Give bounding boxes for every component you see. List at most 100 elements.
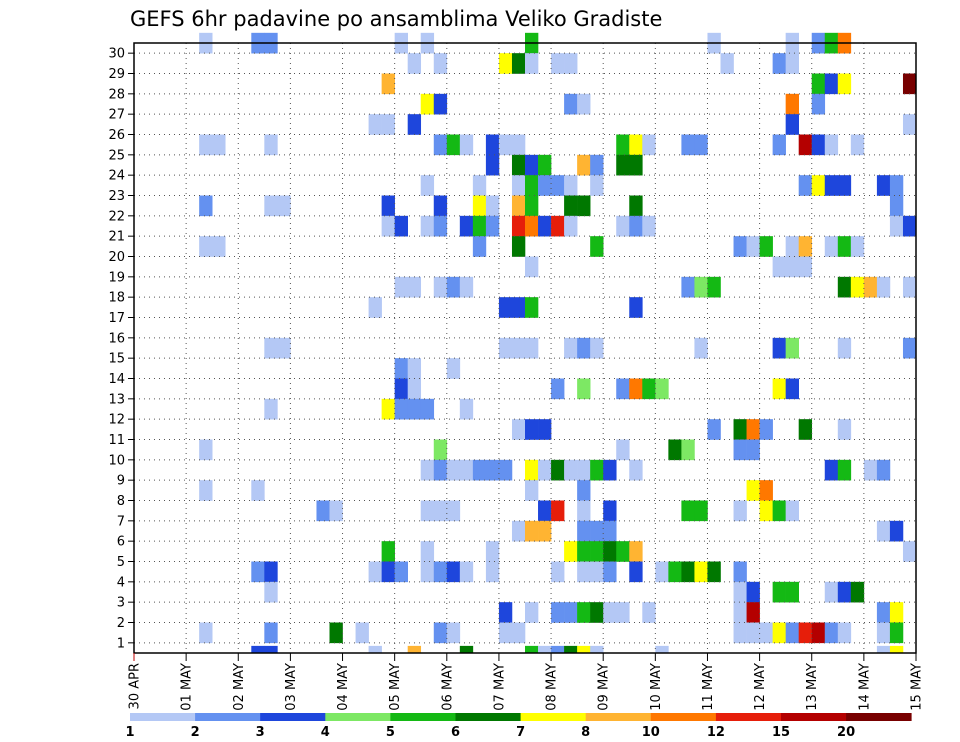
heatmap-cell: [459, 561, 474, 583]
heatmap-cell: [446, 276, 461, 298]
heatmap-cell: [551, 215, 565, 237]
heatmap-cell: [876, 622, 891, 644]
heatmap-cell: [785, 378, 799, 400]
y-tick-label: 21: [108, 230, 125, 245]
heatmap-cell: [551, 175, 565, 196]
heatmap-cell: [459, 398, 474, 420]
legend-color-swatch: [585, 713, 652, 721]
heatmap-cell: [511, 622, 526, 644]
heatmap-cell: [577, 500, 591, 522]
heatmap-cell: [420, 215, 435, 237]
heatmap-cell: [577, 195, 591, 217]
heatmap-cell: [590, 602, 604, 623]
heatmap-cell: [785, 53, 799, 74]
heatmap-cell: [616, 541, 630, 562]
heatmap-cell: [811, 134, 826, 156]
legend-color-swatch: [650, 713, 717, 721]
x-tick-label: 13 MAY: [805, 663, 820, 711]
heatmap-cell: [681, 439, 695, 461]
heatmap-cell: [577, 541, 591, 562]
heatmap-cell: [381, 561, 395, 583]
heatmap-cell: [785, 93, 799, 115]
heatmap-cell: [824, 73, 839, 95]
heatmap-cell: [525, 602, 539, 623]
heatmap-cell: [394, 215, 408, 237]
heatmap-cell: [824, 622, 839, 644]
heatmap-cell: [746, 581, 760, 603]
heatmap-cell: [433, 276, 448, 298]
heatmap-cell: [811, 93, 826, 115]
y-axis: 1234567891011121314151617181920212223242…: [108, 47, 134, 651]
heatmap-cell: [472, 215, 487, 237]
heatmap-cell: [707, 561, 721, 583]
heatmap-cell: [746, 480, 760, 501]
heatmap-cell: [577, 480, 591, 501]
heatmap-cell: [616, 154, 630, 176]
heatmap-cell: [577, 520, 591, 542]
x-tick-label: 08 MAY: [545, 663, 560, 711]
heatmap-cell: [525, 297, 539, 318]
heatmap-cell: [694, 500, 708, 522]
heatmap-cell: [525, 175, 539, 196]
heatmap-cell: [837, 419, 852, 440]
heatmap-cell: [772, 581, 786, 603]
heatmap-cell: [655, 645, 669, 654]
heatmap-cell: [381, 541, 395, 562]
heatmap-cell: [551, 459, 565, 481]
grid-lines: [134, 43, 916, 653]
heatmap-cell: [603, 520, 617, 542]
heatmap-cell: [407, 358, 422, 379]
heatmap-cell: [277, 195, 291, 217]
legend-color-swatch: [781, 713, 847, 721]
heatmap-cell: [472, 195, 487, 217]
heatmap-cell: [264, 561, 278, 583]
heatmap-cell: [564, 459, 578, 481]
heatmap-cell: [446, 134, 461, 156]
heatmap-cell: [616, 134, 630, 156]
heatmap-cell: [459, 215, 474, 237]
heatmap-cell: [746, 602, 760, 623]
heatmap-cell: [629, 134, 643, 156]
heatmap-cell: [511, 236, 526, 257]
heatmap-cell: [590, 520, 604, 542]
heatmap-cell: [485, 195, 500, 217]
legend-label: 6: [451, 725, 460, 740]
y-tick-label: 10: [108, 453, 125, 468]
heatmap-cell: [629, 378, 643, 400]
heatmap-cell: [889, 215, 904, 237]
heatmap-cell: [824, 134, 839, 156]
heatmap-cell: [681, 134, 695, 156]
heatmap-cell: [876, 520, 891, 542]
heatmap-cell: [590, 337, 604, 359]
heatmap-cell: [707, 276, 721, 298]
heatmap-cell: [889, 602, 904, 623]
heatmap-cell: [485, 561, 500, 583]
heatmap-cell: [603, 541, 617, 562]
heatmap-cell: [590, 561, 604, 583]
heatmap-cell: [577, 154, 591, 176]
heatmap-cell: [420, 398, 435, 420]
heatmap-cell: [629, 459, 643, 481]
heatmap-cell: [629, 195, 643, 217]
heatmap-cell: [525, 419, 539, 440]
heatmap-cell: [394, 561, 408, 583]
heatmap-cell: [251, 645, 265, 654]
heatmap-cell: [564, 93, 578, 115]
heatmap-cell: [199, 236, 213, 257]
heatmap-cell: [538, 154, 552, 176]
heatmap-cell: [264, 622, 278, 644]
heatmap-cell: [603, 500, 617, 522]
legend-label: 2: [191, 725, 200, 740]
heatmap-cell: [525, 154, 539, 176]
heatmap-cell: [538, 215, 552, 237]
heatmap-cell: [407, 378, 422, 400]
heatmap-cell: [446, 459, 461, 481]
heatmap-cell: [824, 236, 839, 257]
heatmap-cell: [199, 622, 213, 644]
color-legend: 1 2 3 4 5 6 7 8 10 12 15 20: [125, 713, 912, 740]
heatmap-cell: [498, 459, 513, 481]
heatmap-cell: [707, 419, 721, 440]
heatmap-cell: [511, 215, 526, 237]
x-tick-label: 04 MAY: [336, 663, 351, 711]
heatmap-cell: [577, 645, 591, 654]
